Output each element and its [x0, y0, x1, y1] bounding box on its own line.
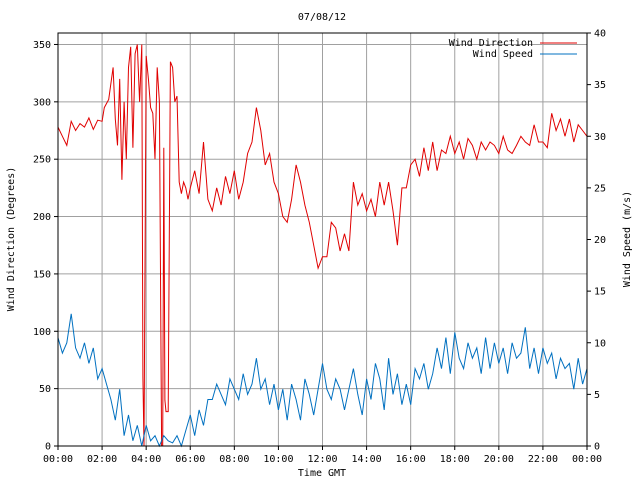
chart-grid	[58, 33, 587, 446]
y-left-tick-label: 150	[33, 269, 51, 280]
y-right-tick-label: 0	[594, 442, 600, 453]
chart-lines	[57, 44, 588, 448]
y-axis-right-label: Wind Speed (m/s)	[622, 191, 633, 287]
y-left-tick-label: 50	[39, 384, 51, 395]
chart-title: 07/08/12	[298, 12, 346, 23]
wind-direction-line	[57, 44, 588, 447]
y-right-tick-label: 10	[594, 338, 606, 349]
y-left-tick-label: 300	[33, 97, 51, 108]
y-right-tick-label: 25	[594, 183, 606, 194]
chart-legend: Wind Direction Wind Speed	[449, 38, 577, 60]
x-tick-label: 22:00	[528, 454, 558, 465]
x-tick-label: 16:00	[396, 454, 426, 465]
x-tick-label: 12:00	[307, 454, 337, 465]
x-axis-label: Time GMT	[298, 468, 346, 479]
wind-speed-line	[57, 313, 588, 448]
y-left-tick-label: 0	[45, 442, 51, 453]
x-tick-label: 18:00	[440, 454, 470, 465]
chart-ticks: 00:00 02:00 04:00 06:00 08:00 10:00 12:00 14:00…	[33, 29, 606, 466]
x-tick-label: 20:00	[484, 454, 514, 465]
x-tick-label: 14:00	[352, 454, 382, 465]
x-tick-label: 06:00	[175, 454, 205, 465]
y-right-tick-label: 20	[594, 235, 606, 246]
x-tick-label: 08:00	[219, 454, 249, 465]
x-tick-label: 04:00	[131, 454, 161, 465]
legend-label-speed: Wind Speed	[473, 49, 533, 60]
x-tick-label: 10:00	[263, 454, 293, 465]
y-right-tick-label: 30	[594, 132, 606, 143]
y-right-tick-label: 5	[594, 390, 600, 401]
y-left-tick-label: 200	[33, 212, 51, 223]
y-left-tick-label: 350	[33, 40, 51, 51]
legend-label-direction: Wind Direction	[449, 38, 533, 49]
y-right-tick-label: 15	[594, 287, 606, 298]
x-tick-label: 02:00	[87, 454, 117, 465]
x-tick-label: 00:00	[572, 454, 602, 465]
y-axis-left-label: Wind Direction (Degrees)	[6, 167, 17, 312]
y-left-tick-label: 250	[33, 155, 51, 166]
y-right-tick-label: 40	[594, 29, 606, 40]
y-left-tick-label: 100	[33, 327, 51, 338]
y-right-tick-label: 35	[594, 80, 606, 91]
x-tick-label: 00:00	[43, 454, 73, 465]
